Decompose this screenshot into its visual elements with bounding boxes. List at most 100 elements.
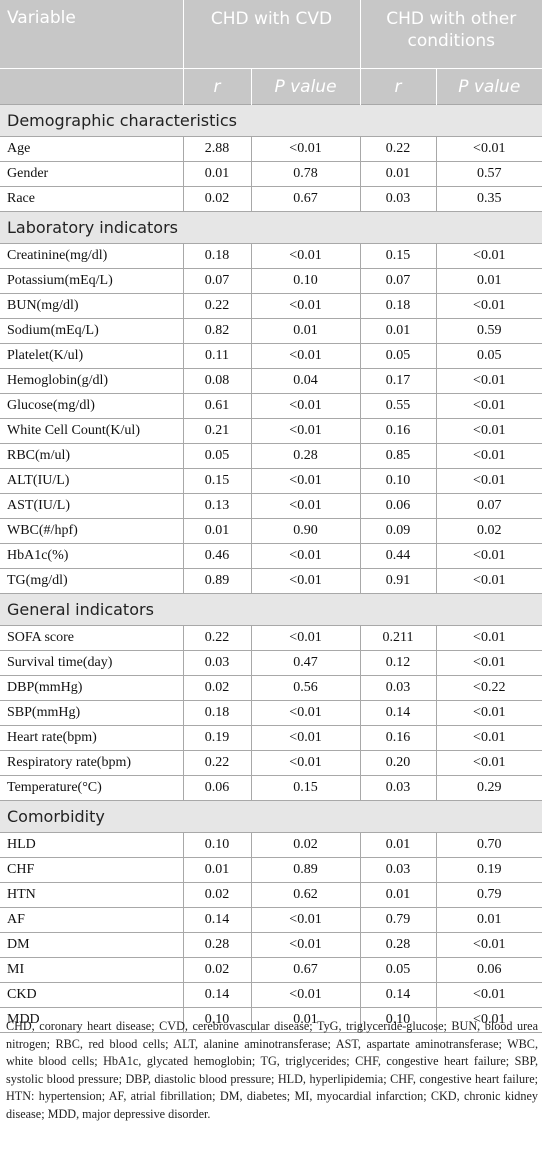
p-cvd-cell: 0.15 — [250, 775, 361, 801]
header-row-stats: r P value r P value — [0, 68, 542, 105]
r-cvd-cell: 0.15 — [182, 468, 252, 494]
variable-cell: Respiratory rate(bpm) — [0, 750, 184, 776]
table-row: Age 2.88 <0.01 0.22 <0.01 — [0, 136, 542, 162]
table-row: Race 0.02 0.67 0.03 0.35 — [0, 186, 542, 212]
p-cvd-cell: <0.01 — [250, 932, 361, 958]
p-cvd-cell: <0.01 — [250, 418, 361, 444]
p-other-cell: <0.01 — [435, 136, 542, 162]
p-other-cell: <0.22 — [435, 675, 542, 701]
p-cvd-cell: 0.56 — [250, 675, 361, 701]
p-other-cell: 0.07 — [435, 493, 542, 519]
p-other-cell: <0.01 — [435, 650, 542, 676]
p-other-cell: 0.01 — [435, 268, 542, 294]
r-other-cell: 0.09 — [359, 518, 437, 544]
variable-cell: AST(IU/L) — [0, 493, 184, 519]
variable-cell: Platelet(K/ul) — [0, 343, 184, 369]
p-cvd-cell: <0.01 — [250, 343, 361, 369]
p-cvd-cell: <0.01 — [250, 907, 361, 933]
r-other-cell: 0.55 — [359, 393, 437, 419]
p-other-cell: <0.01 — [435, 443, 542, 469]
p-other-cell: 0.35 — [435, 186, 542, 212]
r-cvd-cell: 0.01 — [182, 518, 252, 544]
variable-cell: Creatinine(mg/dl) — [0, 243, 184, 269]
p-cvd-cell: <0.01 — [250, 982, 361, 1008]
r-other-cell: 0.12 — [359, 650, 437, 676]
r-header-other: r — [359, 68, 436, 105]
r-cvd-cell: 0.10 — [182, 1007, 252, 1033]
p-cvd-cell: 0.90 — [250, 518, 361, 544]
results-table: Variable CHD with CVD CHD with other con… — [0, 0, 542, 1033]
variable-header: Variable — [0, 0, 183, 69]
variable-cell: AF — [0, 907, 184, 933]
p-cvd-cell: <0.01 — [250, 468, 361, 494]
variable-cell: Age — [0, 136, 184, 162]
table-row: White Cell Count(K/ul) 0.21 <0.01 0.16 <0.01 — [0, 418, 542, 444]
r-cvd-cell: 0.01 — [182, 857, 252, 883]
r-cvd-cell: 0.05 — [182, 443, 252, 469]
r-other-cell: 0.05 — [359, 957, 437, 983]
variable-cell: ALT(IU/L) — [0, 468, 184, 494]
table-row: BUN(mg/dl) 0.22 <0.01 0.18 <0.01 — [0, 293, 542, 319]
p-other-cell: <0.01 — [435, 243, 542, 269]
p-cvd-cell: 0.02 — [250, 832, 361, 858]
r-other-cell: 0.05 — [359, 343, 437, 369]
r-other-cell: 0.20 — [359, 750, 437, 776]
r-cvd-cell: 0.89 — [182, 568, 252, 594]
p-other-cell: 0.59 — [435, 318, 542, 344]
r-cvd-cell: 0.28 — [182, 932, 252, 958]
r-other-cell: 0.14 — [359, 700, 437, 726]
table-row: RBC(m/ul) 0.05 0.28 0.85 <0.01 — [0, 443, 542, 469]
r-cvd-cell: 0.61 — [182, 393, 252, 419]
variable-cell: Heart rate(bpm) — [0, 725, 184, 751]
table-row: DBP(mmHg) 0.02 0.56 0.03 <0.22 — [0, 675, 542, 701]
table-row: HLD 0.10 0.02 0.01 0.70 — [0, 832, 542, 858]
section-header-row: Laboratory indicators — [0, 211, 542, 244]
table-row: Glucose(mg/dl) 0.61 <0.01 0.55 <0.01 — [0, 393, 542, 419]
variable-cell: MDD — [0, 1007, 184, 1033]
r-header-cvd: r — [182, 68, 251, 105]
section-header-row: General indicators — [0, 593, 542, 626]
table-row: AF 0.14 <0.01 0.79 0.01 — [0, 907, 542, 933]
variable-cell: HLD — [0, 832, 184, 858]
variable-cell: CHF — [0, 857, 184, 883]
variable-cell: Sodium(mEq/L) — [0, 318, 184, 344]
table-row: CKD 0.14 <0.01 0.14 <0.01 — [0, 982, 542, 1008]
r-other-cell: 0.79 — [359, 907, 437, 933]
variable-cell: DBP(mmHg) — [0, 675, 184, 701]
table-row: TG(mg/dl) 0.89 <0.01 0.91 <0.01 — [0, 568, 542, 594]
r-other-cell: 0.16 — [359, 725, 437, 751]
p-cvd-cell: 0.47 — [250, 650, 361, 676]
table-row: HbA1c(%) 0.46 <0.01 0.44 <0.01 — [0, 543, 542, 569]
p-other-cell: <0.01 — [435, 568, 542, 594]
r-other-cell: 0.10 — [359, 468, 437, 494]
table-row: Gender 0.01 0.78 0.01 0.57 — [0, 161, 542, 187]
r-other-cell: 0.91 — [359, 568, 437, 594]
r-other-cell: 0.28 — [359, 932, 437, 958]
variable-cell: HbA1c(%) — [0, 543, 184, 569]
p-cvd-cell: <0.01 — [250, 293, 361, 319]
variable-cell: Race — [0, 186, 184, 212]
r-other-cell: 0.01 — [359, 161, 437, 187]
section-title: Comorbidity — [0, 800, 542, 833]
variable-cell: TG(mg/dl) — [0, 568, 184, 594]
p-cvd-cell: 0.62 — [250, 882, 361, 908]
group-header-other: CHD with other conditions — [359, 0, 542, 69]
r-other-cell: 0.16 — [359, 418, 437, 444]
p-cvd-cell: 0.04 — [250, 368, 361, 394]
r-cvd-cell: 0.21 — [182, 418, 252, 444]
p-cvd-cell: <0.01 — [250, 750, 361, 776]
variable-cell: HTN — [0, 882, 184, 908]
r-other-cell: 0.07 — [359, 268, 437, 294]
p-cvd-cell: 0.10 — [250, 268, 361, 294]
r-cvd-cell: 0.08 — [182, 368, 252, 394]
r-other-cell: 0.03 — [359, 675, 437, 701]
p-other-cell: <0.01 — [435, 293, 542, 319]
table-row: Respiratory rate(bpm) 0.22 <0.01 0.20 <0.01 — [0, 750, 542, 776]
table-row: Creatinine(mg/dl) 0.18 <0.01 0.15 <0.01 — [0, 243, 542, 269]
r-other-cell: 0.22 — [359, 136, 437, 162]
r-other-cell: 0.15 — [359, 243, 437, 269]
p-cvd-cell: 0.67 — [250, 957, 361, 983]
r-cvd-cell: 0.10 — [182, 832, 252, 858]
table-row: HTN 0.02 0.62 0.01 0.79 — [0, 882, 542, 908]
r-other-cell: 0.01 — [359, 882, 437, 908]
